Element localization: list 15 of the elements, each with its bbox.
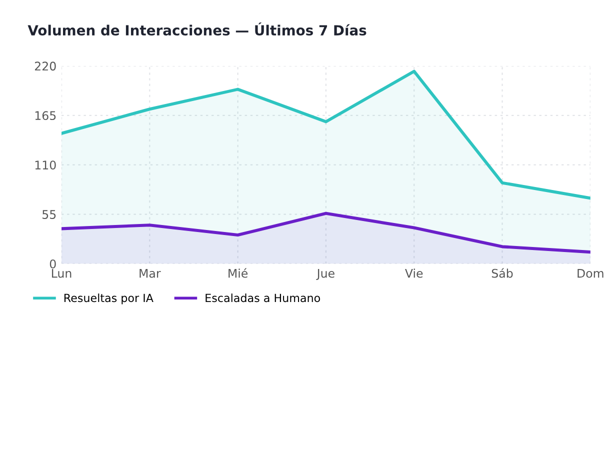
y-tick-label: 220 bbox=[34, 62, 56, 71]
x-tick-label: Mar bbox=[140, 268, 161, 278]
x-tick-label: Dom bbox=[578, 268, 604, 278]
x-tick-label: Jue bbox=[316, 268, 334, 280]
x-tick-label: Vie bbox=[405, 268, 423, 278]
x-tick-label: Sáb bbox=[492, 268, 513, 278]
y-tick-label: 110 bbox=[35, 160, 56, 170]
x-tick-label: Mié bbox=[228, 268, 248, 278]
x-tick-label: Lun bbox=[52, 268, 72, 278]
y-tick-label: 165 bbox=[35, 111, 56, 120]
y-tick-label: 55 bbox=[42, 210, 56, 219]
y-tick-label: 0 bbox=[50, 259, 56, 268]
legend-label: Escaladas a Humano bbox=[206, 294, 320, 302]
legend-label: Resueltas por IA bbox=[64, 294, 154, 304]
chart-title: Volumen de Interacciones — Últimos 7 Días bbox=[28, 22, 366, 36]
